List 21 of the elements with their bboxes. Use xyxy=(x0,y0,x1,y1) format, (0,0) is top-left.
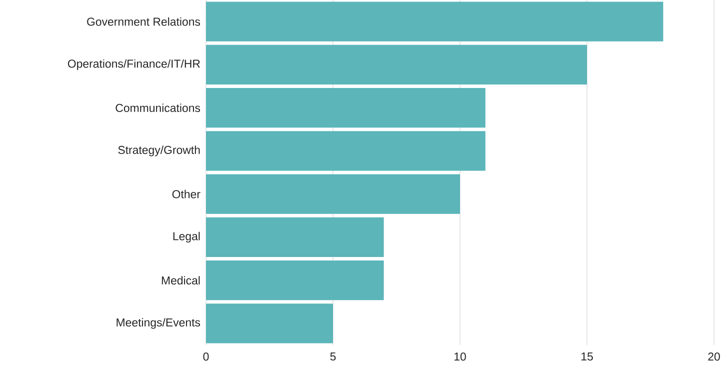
y-tick-label: Meetings/Events xyxy=(116,318,200,329)
y-tick-label: Communications xyxy=(116,104,200,112)
bar xyxy=(206,174,460,214)
bar xyxy=(206,260,384,300)
y-tick-label: Government Relations xyxy=(87,17,200,26)
y-tick-label: Operations/Finance/IT/HR xyxy=(68,59,200,70)
y-tick-label: Other xyxy=(172,190,200,198)
bar xyxy=(206,131,486,171)
y-tick-label: Legal xyxy=(173,232,200,243)
bar xyxy=(206,44,588,85)
bar xyxy=(206,88,486,128)
y-tick-label: Medical xyxy=(162,276,200,285)
x-tick-label: 10 xyxy=(454,352,466,361)
y-tick-label: Strategy/Growth xyxy=(118,146,200,156)
x-tick-label: 15 xyxy=(582,352,593,361)
bar xyxy=(206,2,664,42)
bar xyxy=(206,217,384,258)
x-tick-label: 20 xyxy=(708,352,720,361)
bar xyxy=(206,304,334,344)
x-tick-label: 5 xyxy=(330,352,336,361)
x-tick-label: 0 xyxy=(203,352,209,361)
